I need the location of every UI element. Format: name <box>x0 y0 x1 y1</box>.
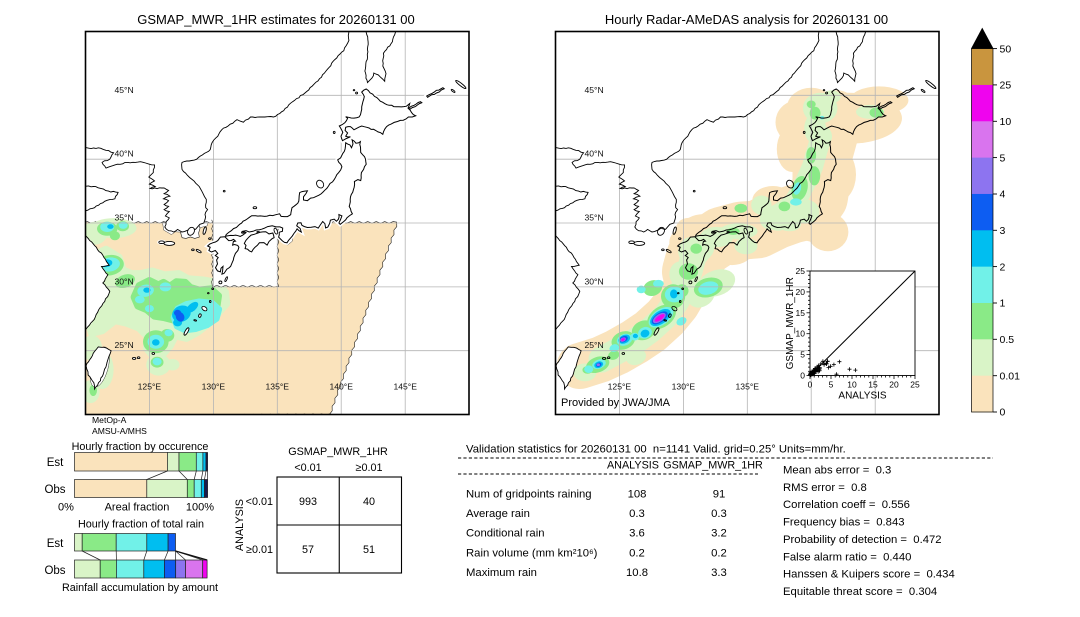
svg-text:4: 4 <box>1000 189 1006 201</box>
svg-text:Hourly Radar-AMeDAS analysis f: Hourly Radar-AMeDAS analysis for 2026013… <box>605 12 888 27</box>
svg-text:Correlation coeff = 0.556: Correlation coeff = 0.556 <box>783 499 910 511</box>
svg-text:Est: Est <box>47 457 64 469</box>
svg-text:40°N: 40°N <box>585 149 604 159</box>
svg-text:135°E: 135°E <box>736 382 760 392</box>
svg-text:145°E: 145°E <box>393 382 417 392</box>
svg-text:91: 91 <box>713 489 726 501</box>
svg-text:≥0.01: ≥0.01 <box>356 462 383 474</box>
svg-text:RMS error = 0.8: RMS error = 0.8 <box>783 482 867 494</box>
svg-text:Areal fraction: Areal fraction <box>105 502 170 514</box>
svg-text:51: 51 <box>363 544 375 556</box>
svg-text:35°N: 35°N <box>585 213 604 223</box>
svg-text:100%: 100% <box>186 502 214 514</box>
svg-text:3.2: 3.2 <box>711 528 727 540</box>
svg-text:ANALYSIS: ANALYSIS <box>838 391 886 402</box>
svg-text:40°N: 40°N <box>115 149 134 159</box>
svg-text:<0.01: <0.01 <box>294 462 321 474</box>
svg-text:0.01: 0.01 <box>1000 370 1021 382</box>
svg-text:0: 0 <box>808 380 813 390</box>
svg-text:0: 0 <box>800 371 805 381</box>
svg-text:Maximum rain: Maximum rain <box>466 567 537 579</box>
svg-text:Hanssen & Kuipers score = 0.4: Hanssen & Kuipers score = 0.434 <box>783 569 955 581</box>
svg-text:25°N: 25°N <box>115 340 134 350</box>
svg-text:5: 5 <box>829 380 834 390</box>
svg-text:10: 10 <box>1000 116 1012 128</box>
svg-text:Hourly fraction by occurence: Hourly fraction by occurence <box>72 441 209 453</box>
svg-text:50: 50 <box>1000 43 1012 55</box>
svg-text:Est: Est <box>47 538 64 550</box>
svg-text:40: 40 <box>363 496 375 508</box>
svg-text:MetOp-A: MetOp-A <box>92 415 127 425</box>
svg-text:GSMAP_MWR_1HR: GSMAP_MWR_1HR <box>288 446 388 458</box>
svg-text:Average rain: Average rain <box>466 508 530 520</box>
svg-text:25: 25 <box>910 380 920 390</box>
svg-text:140°E: 140°E <box>329 382 353 392</box>
svg-text:3.6: 3.6 <box>629 528 645 540</box>
svg-text:125°E: 125°E <box>138 382 162 392</box>
svg-text:25: 25 <box>796 266 806 276</box>
svg-text:10: 10 <box>796 329 806 339</box>
svg-text:30°N: 30°N <box>585 276 604 286</box>
svg-text:Frequency bias = 0.843: Frequency bias = 0.843 <box>783 517 905 529</box>
svg-text:Rain volume (mm km²10⁶): Rain volume (mm km²10⁶) <box>466 547 598 559</box>
svg-text:3: 3 <box>1000 225 1006 237</box>
svg-text:Probability of detection = 0.: Probability of detection = 0.472 <box>783 534 942 546</box>
svg-text:0.5: 0.5 <box>1000 334 1015 346</box>
svg-text:Mean abs error = 0.3: Mean abs error = 0.3 <box>783 465 891 477</box>
svg-text:20: 20 <box>796 287 806 297</box>
svg-text:5: 5 <box>1000 152 1006 164</box>
svg-text:10.8: 10.8 <box>626 567 648 579</box>
svg-text:3.3: 3.3 <box>711 567 727 579</box>
svg-text:993: 993 <box>299 496 317 508</box>
svg-text:2: 2 <box>1000 261 1006 273</box>
svg-text:Conditional rain: Conditional rain <box>466 528 545 540</box>
svg-text:135°E: 135°E <box>266 382 290 392</box>
svg-text:20: 20 <box>889 380 899 390</box>
svg-text:10: 10 <box>847 380 857 390</box>
svg-text:Hourly fraction of total rain: Hourly fraction of total rain <box>78 519 204 531</box>
svg-text:<0.01: <0.01 <box>246 496 273 508</box>
svg-text:0.3: 0.3 <box>711 508 727 520</box>
svg-text:15: 15 <box>868 380 878 390</box>
svg-text:GSMAP_MWR_1HR: GSMAP_MWR_1HR <box>663 460 763 472</box>
svg-text:Validation statistics for 2026: Validation statistics for 20260131 00 n=… <box>466 444 846 456</box>
svg-text:15: 15 <box>796 308 806 318</box>
svg-text:1: 1 <box>1000 298 1006 310</box>
svg-text:108: 108 <box>628 489 647 501</box>
svg-text:0: 0 <box>1000 407 1006 419</box>
svg-text:25: 25 <box>1000 80 1012 92</box>
svg-text:Obs: Obs <box>44 565 65 577</box>
svg-text:Equitable threat score = 0.30: Equitable threat score = 0.304 <box>783 586 937 598</box>
svg-text:False alarm ratio = 0.440: False alarm ratio = 0.440 <box>783 551 911 563</box>
svg-text:ANALYSIS: ANALYSIS <box>234 499 246 551</box>
svg-text:35°N: 35°N <box>115 213 134 223</box>
svg-text:Provided by JWA/JMA: Provided by JWA/JMA <box>561 397 671 409</box>
svg-text:Obs: Obs <box>44 484 65 496</box>
svg-text:130°E: 130°E <box>672 382 696 392</box>
svg-text:GSMAP_MWR_1HR: GSMAP_MWR_1HR <box>785 277 796 369</box>
svg-text:Rainfall accumulation by amoun: Rainfall accumulation by amount <box>62 582 218 594</box>
svg-text:125°E: 125°E <box>608 382 632 392</box>
svg-text:0.2: 0.2 <box>711 547 727 559</box>
svg-text:AMSU-A/MHS: AMSU-A/MHS <box>92 426 147 436</box>
svg-text:0.3: 0.3 <box>629 508 645 520</box>
svg-text:45°N: 45°N <box>115 85 134 95</box>
svg-text:0%: 0% <box>58 502 74 514</box>
svg-text:≥0.01: ≥0.01 <box>246 544 273 556</box>
svg-text:57: 57 <box>302 544 314 556</box>
svg-text:5: 5 <box>800 350 805 360</box>
svg-text:GSMAP_MWR_1HR estimates for 20: GSMAP_MWR_1HR estimates for 20260131 00 <box>137 12 414 27</box>
svg-text:ANALYSIS: ANALYSIS <box>607 460 659 472</box>
svg-text:25°N: 25°N <box>585 340 604 350</box>
svg-text:45°N: 45°N <box>585 85 604 95</box>
svg-text:30°N: 30°N <box>115 276 134 286</box>
svg-text:0.2: 0.2 <box>629 547 645 559</box>
svg-text:Num of gridpoints raining: Num of gridpoints raining <box>466 489 592 501</box>
svg-text:130°E: 130°E <box>202 382 226 392</box>
